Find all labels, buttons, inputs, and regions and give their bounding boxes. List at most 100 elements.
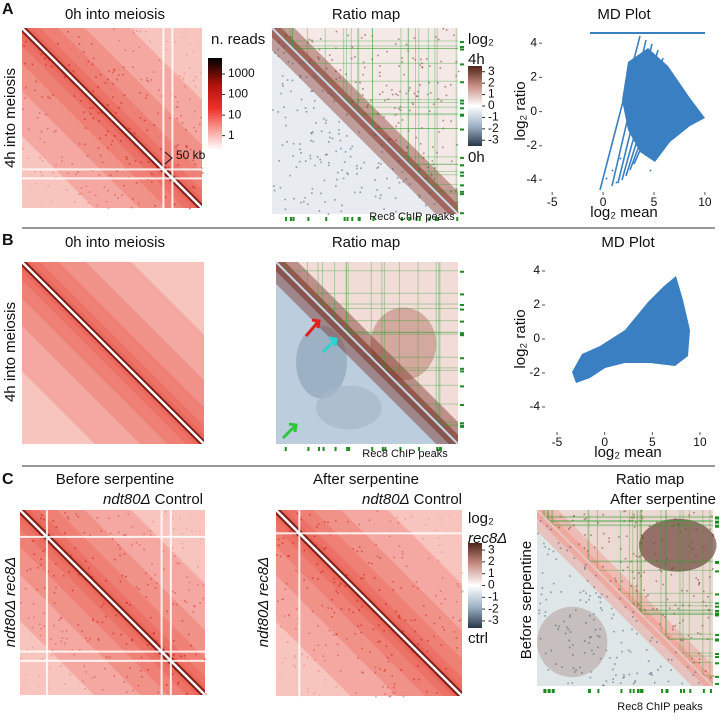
speckle xyxy=(185,145,187,148)
speckle xyxy=(702,600,705,603)
speckle xyxy=(116,78,118,81)
speckle xyxy=(129,604,131,606)
speckle xyxy=(608,537,610,540)
y-tick-label: 2 xyxy=(533,297,540,311)
speckle xyxy=(587,550,589,552)
speckle xyxy=(338,121,341,123)
speckle xyxy=(428,110,431,112)
speckle xyxy=(92,106,94,109)
speckle xyxy=(441,551,444,553)
diagonal xyxy=(536,509,714,687)
speckle xyxy=(324,201,326,203)
speckle xyxy=(441,626,444,628)
speckle xyxy=(193,605,196,608)
speckle xyxy=(58,619,60,621)
speckle xyxy=(193,605,196,607)
speckle xyxy=(590,534,592,537)
speckle xyxy=(609,657,611,659)
speckle xyxy=(387,660,390,663)
speckle xyxy=(588,614,591,617)
panel-label: C xyxy=(2,471,14,488)
peak-tick xyxy=(346,217,349,221)
speckle xyxy=(42,550,45,552)
speckle xyxy=(43,625,46,627)
speckle xyxy=(200,541,202,544)
arrow-green xyxy=(281,422,298,440)
speckle xyxy=(33,553,36,556)
speckle xyxy=(391,691,394,694)
diagonal xyxy=(19,509,206,696)
speckle xyxy=(311,131,314,133)
heatmap-subtitle: ndt80Δ Control xyxy=(362,491,462,508)
speckle xyxy=(672,567,675,569)
speckle xyxy=(317,523,320,526)
speckle xyxy=(84,688,86,690)
speckle xyxy=(293,197,295,200)
colorbar-title: log₂ xyxy=(468,31,494,48)
x-tick-label: -5 xyxy=(552,435,563,449)
peak-tick xyxy=(665,689,668,693)
peak-tick xyxy=(547,689,550,693)
speckle xyxy=(145,77,148,80)
peak-tick xyxy=(715,516,719,519)
speckle xyxy=(91,575,94,578)
speckle xyxy=(61,156,63,159)
speckle xyxy=(638,572,640,574)
speckle xyxy=(94,194,97,197)
md-title: MD Plot xyxy=(597,6,651,23)
speckle xyxy=(379,557,381,560)
speckle xyxy=(342,177,345,180)
colorbar-tick-label: 3 xyxy=(488,542,495,556)
speckle xyxy=(282,85,284,87)
speckle xyxy=(539,520,542,522)
peak-tick xyxy=(307,447,310,451)
speckle xyxy=(86,155,89,157)
speckle xyxy=(41,96,43,98)
speckle xyxy=(640,575,642,577)
speckle xyxy=(39,137,42,140)
speckle xyxy=(302,200,305,203)
speckle xyxy=(688,514,691,517)
speckle xyxy=(98,137,101,140)
speckle xyxy=(120,102,123,104)
speckle xyxy=(195,76,197,78)
speckle xyxy=(320,161,322,164)
speckle xyxy=(101,621,104,624)
speckle xyxy=(395,139,397,142)
speckle xyxy=(449,83,452,86)
speckle xyxy=(29,568,32,570)
speckle xyxy=(38,623,41,626)
speckle xyxy=(712,675,715,677)
speckle xyxy=(312,577,314,579)
speckle xyxy=(117,74,120,76)
speckle xyxy=(391,675,393,677)
peak-tick xyxy=(285,217,288,221)
speckle xyxy=(305,110,308,113)
speckle xyxy=(40,627,42,630)
speckle xyxy=(639,541,641,544)
speckle xyxy=(398,65,401,67)
peak-tick xyxy=(408,217,411,221)
arrow-cyan xyxy=(321,336,338,354)
speckle xyxy=(273,185,275,187)
speckle xyxy=(455,600,458,603)
peak-tick xyxy=(715,602,719,605)
speckle xyxy=(440,100,443,102)
speckle xyxy=(328,162,330,164)
speckle xyxy=(559,515,562,518)
speckle xyxy=(143,533,145,535)
speckle xyxy=(409,109,411,112)
peak-tick xyxy=(715,593,719,596)
speckle xyxy=(164,196,167,199)
x-tick-label: 5 xyxy=(649,435,656,449)
speckle xyxy=(109,174,112,177)
speckle xyxy=(27,128,30,130)
speckle xyxy=(356,599,358,602)
speckle xyxy=(383,208,385,210)
speckle xyxy=(188,581,191,584)
speckle xyxy=(96,620,99,623)
speckle xyxy=(384,99,386,102)
speckle xyxy=(402,695,405,698)
speckle xyxy=(566,626,568,629)
speckle xyxy=(402,180,405,183)
